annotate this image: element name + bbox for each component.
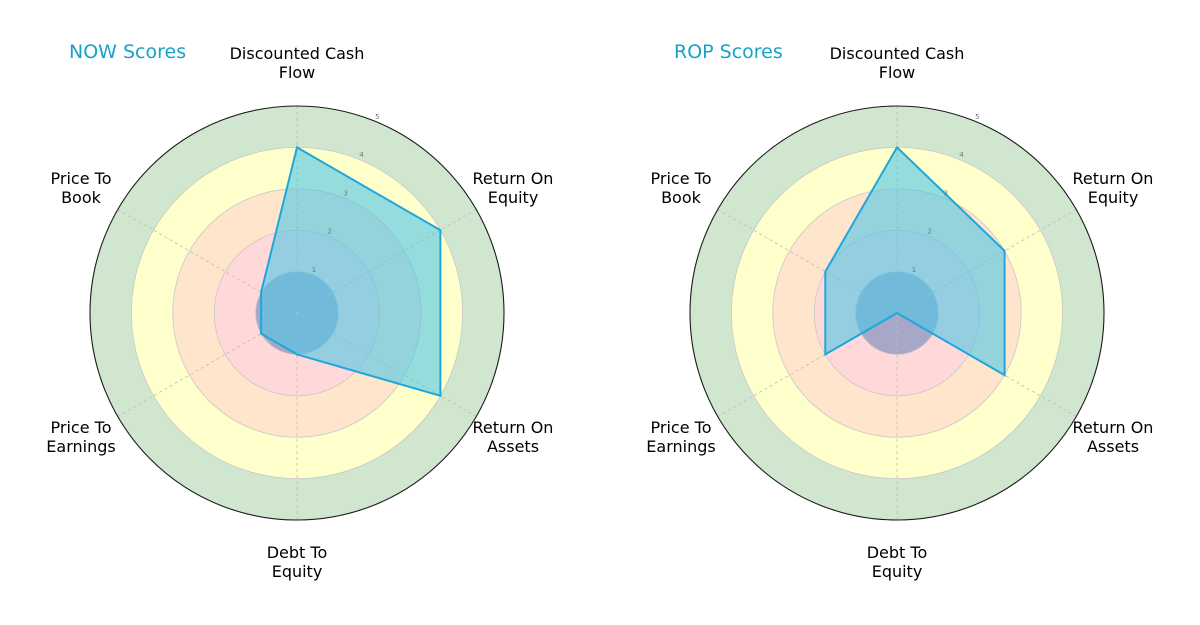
now-series-area-0 [260, 145, 442, 398]
now-spoke-4 [117, 312, 298, 417]
now-axis-label-return-on-assets: Return On Assets [472, 418, 554, 456]
now-outer-frame [89, 105, 505, 521]
now-rtick-label-5: 5 [375, 113, 379, 121]
now-radar-chart: 1 2 3 4 5 [89, 105, 505, 521]
rop-rtick-label-4: 4 [959, 151, 964, 159]
rop-axis-label-debt-to-equity: Debt To Equity [866, 543, 928, 581]
rop-rtick-label-3: 3 [943, 189, 947, 197]
rop-radar-panel: 1 2 3 4 5 ROP Scores Discounted Cash Flow Re… [600, 0, 1200, 625]
rop-rtick-label-2: 2 [928, 228, 932, 236]
now-chart-title: NOW Scores [69, 41, 187, 63]
rop-rtick-label-5: 5 [975, 113, 979, 121]
rop-radar-chart: 1 2 3 4 5 [689, 105, 1105, 521]
now-rtick-label-4: 4 [359, 151, 364, 159]
now-radar-panel: 1 2 3 4 5 NOW Scores Discounted Cash Flow Re… [46, 41, 554, 581]
now-axis-label-price-to-earnings: Price To Earnings [46, 418, 116, 456]
now-axis-label-price-to-book: Price To Book [50, 169, 112, 207]
now-axis-label-return-on-equity: Return On Equity [472, 169, 554, 207]
rop-outer-frame [689, 105, 1105, 521]
rop-chart-title: ROP Scores [674, 41, 783, 63]
rop-axis-label-price-to-earnings: Price To Earnings [646, 418, 716, 456]
now-axis-label-discounted-cash-flow: Discounted Cash Flow [229, 44, 365, 82]
rop-spoke-5 [717, 209, 898, 314]
rop-axis-label-price-to-book: Price To Book [650, 169, 712, 207]
now-axis-label-debt-to-equity: Debt To Equity [266, 543, 328, 581]
rop-spoke-4 [717, 312, 898, 417]
rop-axis-label-return-on-assets: Return On Assets [1072, 418, 1154, 456]
now-rtick-label-2: 2 [328, 228, 332, 236]
rop-rtick-label-1: 1 [912, 266, 916, 274]
rop-series-area-0 [824, 145, 1006, 377]
rop-axis-label-discounted-cash-flow: Discounted Cash Flow [829, 44, 965, 82]
now-rtick-label-1: 1 [312, 266, 316, 274]
now-spoke-5 [117, 209, 298, 314]
now-rtick-label-3: 3 [343, 189, 347, 197]
rop-axis-label-return-on-equity: Return On Equity [1072, 169, 1154, 207]
